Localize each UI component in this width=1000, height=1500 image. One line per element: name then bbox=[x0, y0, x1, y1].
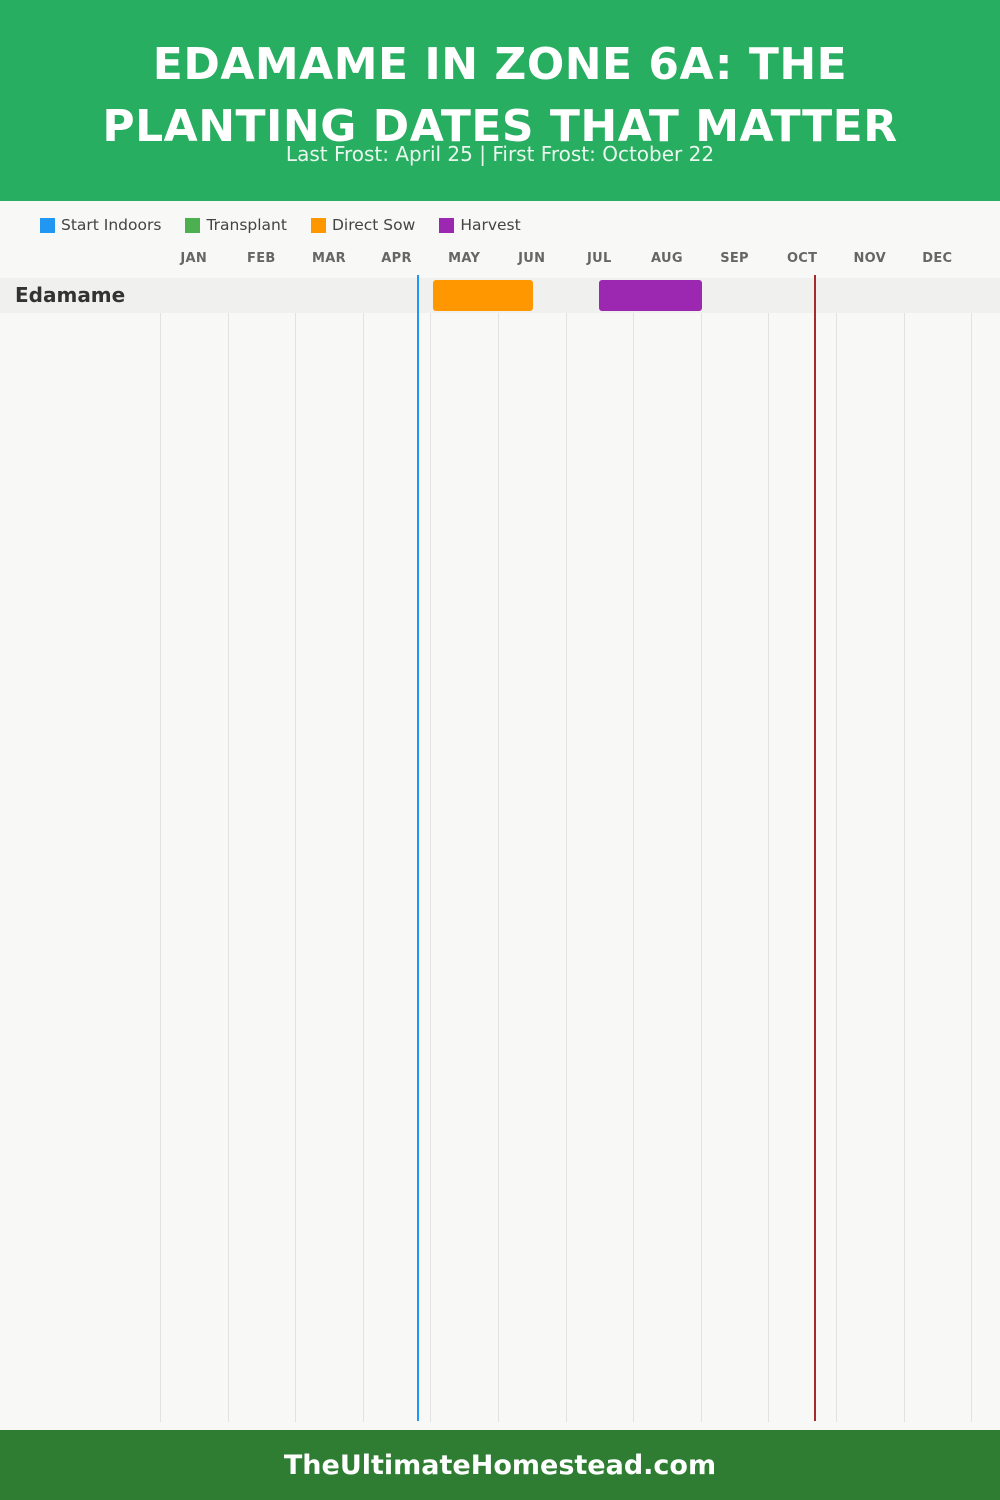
bar-direct-sow bbox=[433, 280, 533, 311]
month-gridline bbox=[362, 312, 364, 1422]
month-label-mar: MAR bbox=[311, 251, 346, 266]
month-gridline bbox=[768, 312, 770, 1422]
month-label-jan: JAN bbox=[180, 251, 208, 266]
month-label-may: MAY bbox=[448, 251, 481, 266]
month-gridline bbox=[700, 312, 702, 1422]
month-gridline bbox=[565, 312, 567, 1422]
month-label-aug: AUG bbox=[651, 251, 683, 266]
month-gridline bbox=[971, 312, 973, 1422]
page-title: EDAMAME IN ZONE 6A: THE PLANTING DATES T… bbox=[0, 34, 1000, 158]
title-line-2: PLANTING DATES THAT MATTER bbox=[102, 101, 898, 152]
month-gridline bbox=[498, 312, 499, 1422]
frost-dates-subtitle: Last Frost: April 25 | First Frost: Octo… bbox=[285, 142, 715, 166]
month-label-feb: FEB bbox=[247, 251, 276, 266]
month-gridline bbox=[836, 312, 837, 1422]
legend-swatch bbox=[40, 217, 55, 233]
legend-label: Transplant bbox=[206, 216, 287, 234]
month-label-oct: OCT bbox=[786, 251, 818, 266]
month-label-jun: JUN bbox=[518, 251, 546, 266]
crop-name-label: Edamame bbox=[15, 283, 126, 307]
legend-label: Start Indoors bbox=[61, 216, 162, 234]
legend-item-transplant: Transplant bbox=[185, 216, 287, 234]
month-label-nov: NOV bbox=[853, 251, 887, 266]
footer-website: TheUltimateHomestead.com bbox=[283, 1449, 717, 1481]
month-label-jul: JUL bbox=[587, 251, 612, 266]
month-gridline bbox=[227, 312, 229, 1422]
legend-label: Direct Sow bbox=[331, 216, 416, 234]
legend-item-direct-sow: Direct Sow bbox=[310, 216, 416, 234]
chart-legend: Start Indoors Transplant Direct Sow Harvest bbox=[40, 214, 545, 236]
month-label-apr: APR bbox=[381, 251, 412, 266]
month-label-sep: SEP bbox=[720, 251, 749, 266]
month-gridline bbox=[430, 312, 432, 1422]
legend-item-start-indoors: Start Indoors bbox=[40, 216, 161, 234]
legend-swatch bbox=[310, 217, 326, 233]
month-gridline bbox=[295, 312, 297, 1422]
legend-item-harvest: Harvest bbox=[439, 216, 521, 234]
last-frost-line bbox=[416, 275, 419, 1421]
legend-swatch bbox=[439, 217, 455, 233]
month-gridline bbox=[633, 312, 635, 1422]
footer-banner: TheUltimateHomestead.com bbox=[0, 1430, 1000, 1500]
month-label-dec: DEC bbox=[922, 251, 953, 266]
legend-label: Harvest bbox=[460, 216, 521, 234]
month-gridline bbox=[903, 312, 905, 1422]
month-gridline bbox=[160, 312, 161, 1422]
legend-swatch bbox=[185, 217, 201, 233]
bar-harvest bbox=[599, 280, 702, 311]
title-line-1: EDAMAME IN ZONE 6A: THE bbox=[152, 39, 848, 90]
header-banner: EDAMAME IN ZONE 6A: THE PLANTING DATES T… bbox=[0, 0, 1000, 201]
first-frost-line bbox=[814, 275, 817, 1421]
